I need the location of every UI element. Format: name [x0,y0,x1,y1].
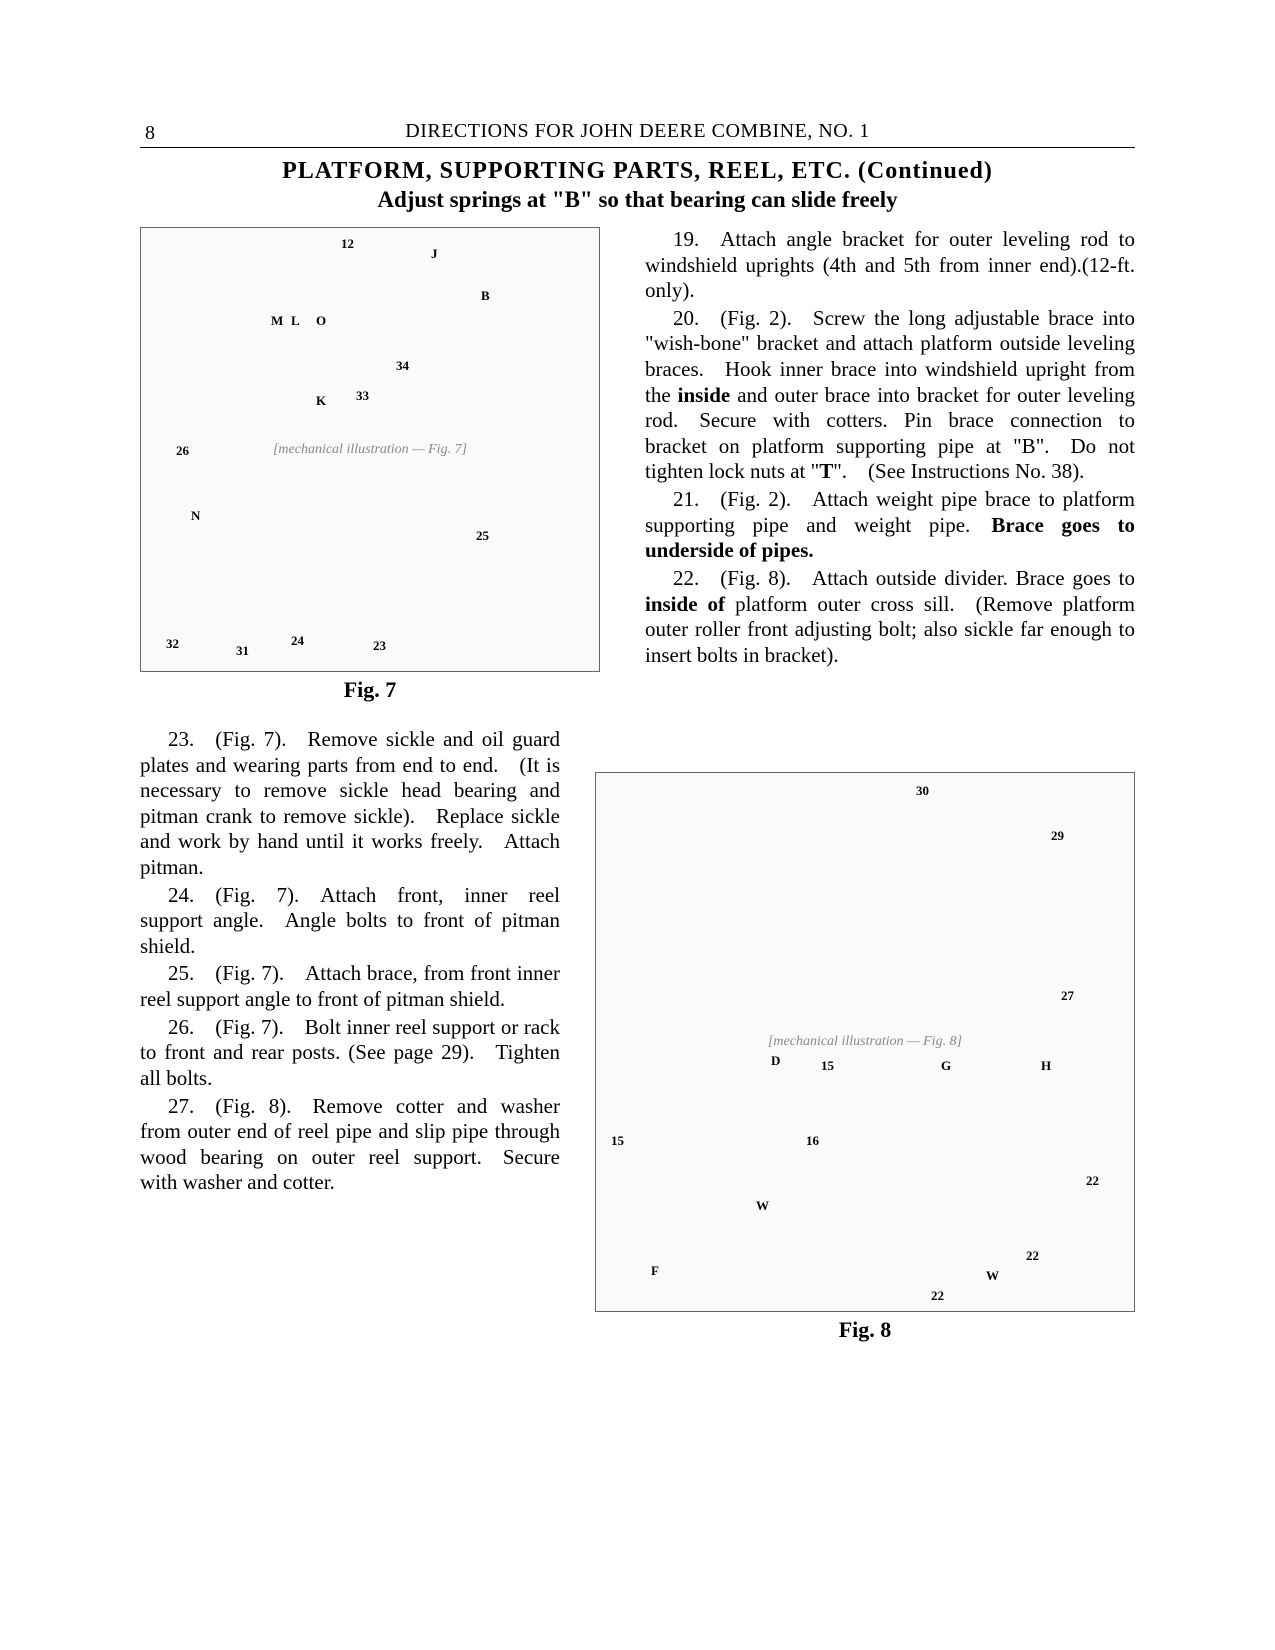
para-20-c: ". (See Instructions No. 38). [833,459,1084,483]
fig8-label-w2: W [986,1268,999,1284]
para-27: 27. (Fig. 8). Remove cotter and washer f… [140,1094,560,1196]
figure-8-placeholder: [mechanical illustration — Fig. 8] [596,773,1134,1311]
fig7-label-32: 32 [166,636,179,652]
fig8-label-15a: 15 [821,1058,834,1074]
para-26: 26. (Fig. 7). Bolt inner reel support or… [140,1015,560,1092]
page: 8 DIRECTIONS FOR JOHN DEERE COMBINE, NO.… [0,0,1275,1650]
fig8-label-15b: 15 [611,1133,624,1149]
para-22-a: 22. (Fig. 8). Attach outside divider. Br… [673,566,1135,590]
fig8-label-30: 30 [916,783,929,799]
fig7-label-33: 33 [356,388,369,404]
fig8-label-w1: W [756,1198,769,1214]
fig7-label-23: 23 [373,638,386,654]
para-21: 21. (Fig. 2). Attach weight pipe brace t… [645,487,1135,564]
fig8-label-22a: 22 [1086,1173,1099,1189]
fig7-label-25: 25 [476,528,489,544]
para-20-bold-t: T [819,459,833,483]
fig7-label-26: 26 [176,443,189,459]
fig7-label-o: O [316,313,326,329]
para-25: 25. (Fig. 7). Attach brace, from front i… [140,961,560,1012]
section-subtitle: Adjust springs at "B" so that bearing ca… [140,187,1135,213]
fig7-label-m: M [271,313,283,329]
figure-7-caption: Fig. 7 [140,677,600,703]
para-19: 19. Attach angle bracket for outer level… [645,227,1135,304]
fig8-label-f: F [651,1263,659,1279]
right-column: 19. Attach angle bracket for outer level… [645,227,1135,670]
left-column: 23. (Fig. 7). Remove sickle and oil guar… [140,727,560,1198]
fig7-label-j: J [431,246,438,262]
fig8-label-16: 16 [806,1133,819,1149]
para-20: 20. (Fig. 2). Screw the long adjustable … [645,306,1135,485]
figure-7: [mechanical illustration — Fig. 7] 12 J … [140,227,600,672]
fig8-label-h: H [1041,1058,1051,1074]
para-22: 22. (Fig. 8). Attach outside divider. Br… [645,566,1135,668]
header-rule [140,147,1135,148]
fig7-label-n: N [191,508,200,524]
fig8-label-22c: 22 [931,1288,944,1304]
figure-7-placeholder: [mechanical illustration — Fig. 7] [141,228,599,671]
figure-8-caption: Fig. 8 [595,1317,1135,1343]
fig7-label-24: 24 [291,633,304,649]
fig8-label-27: 27 [1061,988,1074,1004]
fig8-label-g: G [941,1058,951,1074]
section-title: PLATFORM, SUPPORTING PARTS, REEL, ETC. (… [140,158,1135,185]
para-20-bold-inside: inside [678,383,731,407]
fig7-label-l: L [291,313,300,329]
fig8-label-d: D [771,1053,780,1069]
fig7-label-12: 12 [341,236,354,252]
running-head: DIRECTIONS FOR JOHN DEERE COMBINE, NO. 1 [140,120,1135,143]
content-area: [mechanical illustration — Fig. 7] 12 J … [140,227,1135,1557]
fig7-label-b: B [481,288,490,304]
para-22-bold: inside of [645,592,725,616]
fig7-label-34: 34 [396,358,409,374]
page-number: 8 [145,122,155,145]
fig8-label-22b: 22 [1026,1248,1039,1264]
fig8-label-29: 29 [1051,828,1064,844]
fig7-label-k: K [316,393,326,409]
fig7-label-31: 31 [236,643,249,659]
para-24: 24. (Fig. 7). Attach front, inner reel s… [140,883,560,960]
para-23: 23. (Fig. 7). Remove sickle and oil guar… [140,727,560,881]
figure-8: [mechanical illustration — Fig. 8] 30 29… [595,772,1135,1312]
